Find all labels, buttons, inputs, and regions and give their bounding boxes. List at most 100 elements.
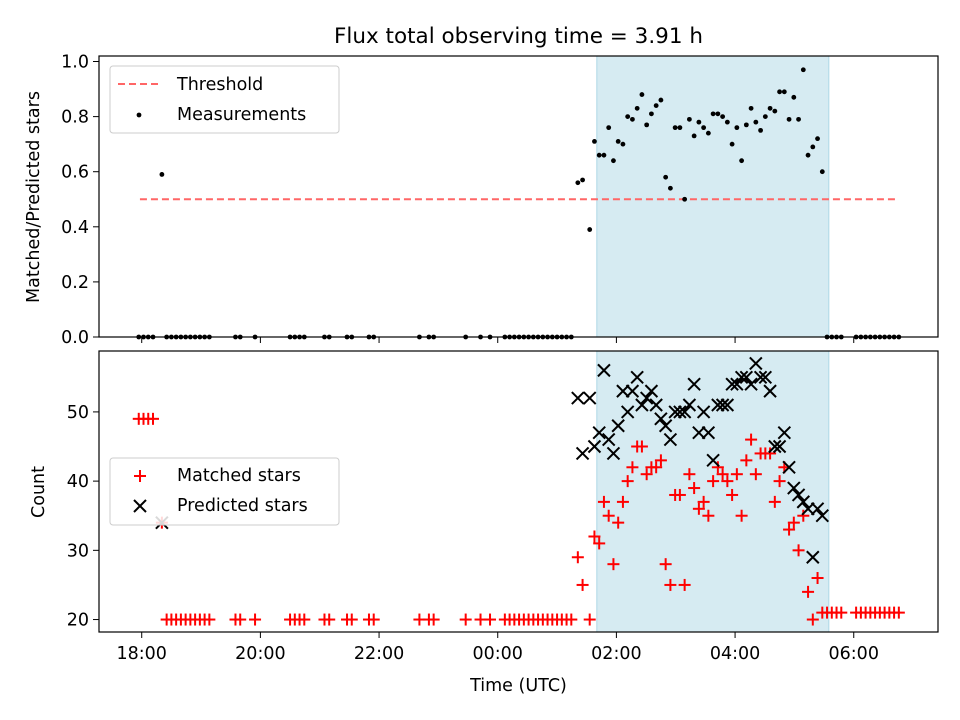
matched-stars-point [607, 558, 620, 571]
predicted-stars-point [753, 370, 768, 385]
matched-stars-point [702, 509, 715, 522]
matched-stars-point [707, 475, 720, 488]
legend-predicted-swatch [133, 499, 147, 513]
legend-threshold-label: Threshold [176, 75, 263, 95]
top-legend: Threshold Measurements [109, 65, 340, 134]
matched-stars-point [678, 578, 691, 591]
xtick-label: 18:00 [117, 644, 167, 664]
measurements-point [710, 111, 716, 117]
predicted-stars-point [575, 446, 590, 461]
matched-stars-point [716, 468, 729, 481]
xtick-label: 02:00 [591, 644, 641, 664]
measurements-point [748, 105, 754, 111]
predicted-stars-point [677, 405, 692, 419]
measurements-point [580, 177, 585, 183]
measurements-point [786, 116, 792, 122]
predicted-stars-point [616, 384, 630, 398]
top-observing-window [596, 55, 830, 338]
matched-stars-point [602, 509, 615, 522]
matched-stars-point [571, 551, 584, 564]
predicted-stars-point [796, 495, 811, 509]
x-axis-label: Time (UTC) [469, 676, 567, 696]
predicted-stars-point [749, 356, 763, 371]
legend-matched-swatch [134, 470, 146, 482]
measurements-point [696, 119, 702, 125]
chart-title: Flux total observing time = 3.91 h [334, 24, 703, 49]
measurements-point [772, 108, 778, 114]
predicted-stars-point [620, 405, 635, 419]
predicted-stars-point [739, 370, 754, 385]
matched-stars-point [787, 516, 800, 529]
measurements-point [575, 180, 581, 186]
measurements-point [644, 122, 650, 128]
measurements-point [796, 116, 801, 122]
measurements-point [810, 144, 816, 150]
top-panel-frame [98, 55, 939, 338]
matched-stars-point [583, 613, 596, 626]
measurements-point [777, 89, 782, 95]
matched-stars-point [692, 502, 705, 515]
predicted-stars-point [692, 425, 706, 440]
xtick-label: 20:00 [235, 644, 285, 664]
matched-stars-point [802, 585, 815, 598]
matched-stars-point [740, 454, 753, 467]
legend-measurements-label: Measurements [177, 105, 306, 125]
predicted-stars-point [658, 419, 673, 433]
predicted-stars-point [791, 488, 806, 502]
predicted-stars-point [782, 460, 796, 474]
matched-stars-point [892, 606, 905, 619]
predicted-stars-point [801, 502, 815, 516]
xtick-label: 22:00 [354, 644, 404, 664]
measurements-point [606, 125, 612, 131]
measurements-point [658, 97, 664, 103]
predicted-stars-point [810, 502, 825, 516]
measurements-point [762, 114, 768, 120]
predicted-stars-point [649, 398, 663, 412]
measurements-point [682, 196, 688, 202]
predicted-stars-point [734, 370, 749, 385]
matched-stars-point [640, 468, 653, 481]
predicted-stars-point [673, 405, 687, 419]
predicted-stars-point [644, 384, 659, 398]
matched-stars-point [588, 530, 601, 543]
xtick-label: 00:00 [473, 644, 523, 664]
measurements-point [781, 89, 787, 95]
matched-stars-point [745, 433, 758, 446]
matched-stars-point [773, 475, 786, 488]
predicted-stars-point [763, 384, 777, 398]
predicted-stars-point [663, 432, 678, 447]
predicted-stars-point [768, 439, 782, 454]
top-ytick-label: 1.0 [61, 53, 89, 73]
measurements-point [615, 139, 621, 144]
matched-stars-point [367, 613, 380, 626]
matched-stars-point [576, 578, 589, 591]
measurements-point [686, 116, 692, 122]
matched-stars-point [726, 488, 739, 501]
predicted-stars-point [772, 439, 787, 454]
predicted-stars-point [601, 432, 616, 447]
measurements-point [724, 119, 730, 125]
matched-stars-point [697, 495, 710, 508]
measurements-point [634, 105, 640, 111]
predicted-stars-point [720, 398, 735, 412]
measurements-point [677, 125, 683, 131]
bottom-ytick-label: 40 [67, 472, 89, 492]
matched-stars-point [673, 488, 686, 501]
matched-stars-point [597, 495, 610, 508]
matched-stars-point [768, 495, 781, 508]
measurements-point [667, 185, 673, 191]
measurements-point [639, 92, 645, 97]
predicted-stars-point [682, 398, 697, 412]
measurements-point [767, 105, 773, 111]
measurements-point [649, 111, 654, 117]
matched-stars-point [659, 558, 672, 571]
matched-stars-point [664, 578, 677, 591]
measurements-point [601, 152, 607, 158]
matched-stars-point [459, 613, 472, 626]
measurements-point [701, 125, 707, 131]
matched-stars-point [749, 468, 762, 481]
predicted-stars-point [611, 419, 625, 433]
measurements-point [805, 152, 811, 158]
measurements-point [800, 67, 806, 73]
measurements-point [819, 169, 825, 175]
